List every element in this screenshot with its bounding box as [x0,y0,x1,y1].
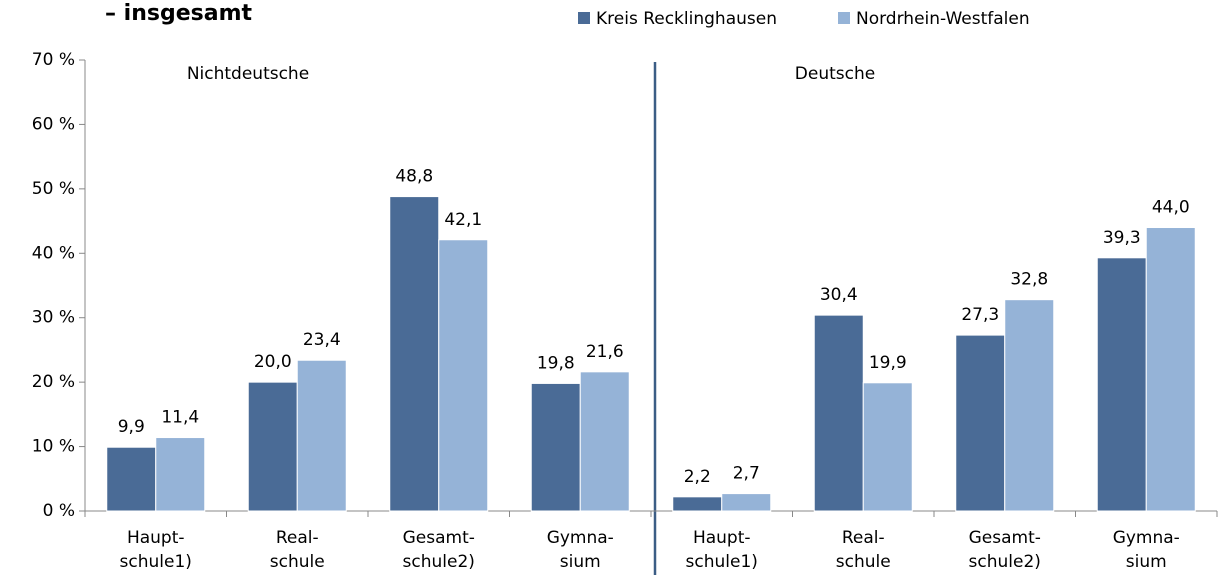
bar [1004,299,1055,512]
value-label: 19,9 [869,353,907,373]
legend-label: Nordrhein-Westfalen [856,9,1030,29]
x-tick-label: schule [270,552,325,572]
value-label: 44,0 [1152,198,1190,218]
bar [721,493,772,512]
legend-label: Kreis Recklinghausen [596,9,777,29]
x-tick-label: schule1) [686,552,758,572]
bar [579,371,630,512]
value-label: 19,8 [537,353,575,373]
chart-title: – insgesamt [105,1,252,26]
bar [247,381,298,512]
bar [1145,227,1196,512]
x-tick-label: Gesamt- [403,528,475,548]
bar [955,334,1006,512]
value-label: 20,0 [254,352,292,372]
value-label: 39,3 [1103,228,1141,248]
x-tick-label: schule1) [120,552,192,572]
bar [438,239,489,512]
x-tick-label: Haupt- [127,528,185,548]
legend-swatch [838,12,850,24]
bar [672,496,723,512]
y-tick-label: 10 % [32,437,75,457]
bar [106,446,157,512]
bar [296,359,347,512]
y-tick-label: 40 % [32,243,75,263]
value-label: 30,4 [820,285,858,305]
legend-swatch [578,12,590,24]
value-label: 48,8 [395,167,433,187]
x-tick-label: schule2) [403,552,475,572]
y-tick-label: 70 % [32,50,75,70]
value-label: 23,4 [303,330,341,350]
value-label: 2,7 [733,464,760,484]
x-tick-label: Gymna- [547,528,614,548]
bar [155,437,206,512]
x-tick-label: Haupt- [693,528,751,548]
value-label: 42,1 [444,210,482,230]
bar [530,382,581,512]
x-tick-label: Gymna- [1113,528,1180,548]
y-tick-label: 30 % [32,308,75,328]
x-tick-label: Real- [276,528,319,548]
bar [813,314,864,512]
y-tick-label: 20 % [32,372,75,392]
value-label: 21,6 [586,342,624,362]
x-tick-label: sium [1126,552,1167,572]
value-label: 9,9 [118,417,145,437]
bar [389,196,440,512]
x-tick-label: sium [560,552,601,572]
value-label: 2,2 [684,467,711,487]
value-label: 32,8 [1010,270,1048,290]
bar [1096,257,1147,512]
x-tick-label: Gesamt- [969,528,1041,548]
value-label: 11,4 [161,408,199,428]
y-tick-label: 60 % [32,114,75,134]
x-tick-label: Real- [842,528,885,548]
y-tick-label: 0 % [43,501,75,521]
annotation: Nichtdeutsche [187,64,309,84]
y-tick-label: 50 % [32,179,75,199]
value-label: 27,3 [961,305,999,325]
annotation: Deutsche [795,64,875,84]
x-tick-label: schule [836,552,891,572]
x-tick-label: schule2) [969,552,1041,572]
bar [862,382,913,512]
